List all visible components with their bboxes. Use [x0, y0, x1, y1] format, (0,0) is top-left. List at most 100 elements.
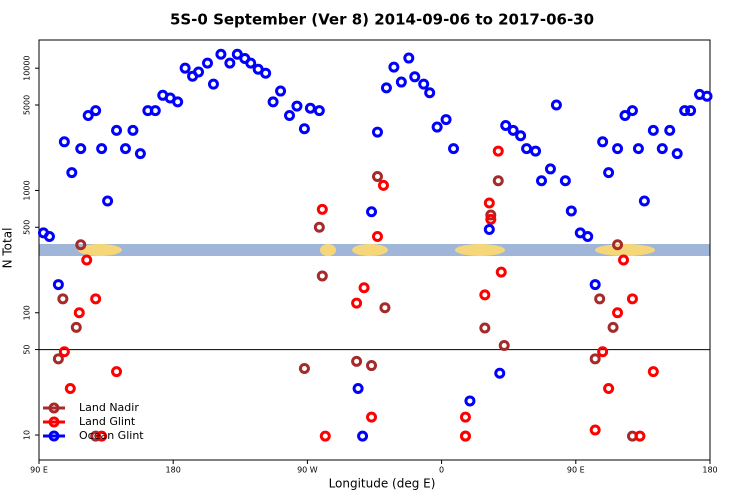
marker [492, 175, 504, 187]
marker [594, 293, 606, 305]
marker [82, 110, 94, 122]
marker [43, 231, 55, 243]
marker [313, 221, 325, 233]
x-tick-label: 90 E [30, 466, 48, 475]
marker [464, 395, 476, 407]
marker [671, 148, 683, 160]
marker [607, 321, 619, 333]
y-tick-label: 500 [23, 220, 32, 235]
marker [612, 239, 624, 251]
marker [634, 430, 646, 442]
y-tick-label: 50 [23, 344, 32, 354]
marker [612, 143, 624, 155]
marker [479, 322, 491, 334]
marker [291, 100, 303, 112]
marker [284, 110, 296, 122]
marker [75, 143, 87, 155]
marker [565, 205, 577, 217]
marker [507, 124, 519, 136]
x-axis-label: Longitude (deg E) [329, 477, 436, 491]
marker [245, 57, 257, 69]
marker [483, 223, 495, 235]
marker [483, 197, 495, 209]
x-tick-label: 180 [166, 466, 181, 475]
marker [90, 105, 102, 117]
marker [119, 143, 131, 155]
marker [179, 62, 191, 74]
marker [626, 105, 638, 117]
y-tick-label: 5000 [23, 95, 32, 115]
chart-title: 5S-0 September (Ver 8) 2014-09-06 to 201… [170, 11, 594, 29]
marker [656, 143, 668, 155]
marker [81, 254, 93, 266]
map-band [39, 244, 710, 256]
marker [515, 130, 527, 142]
x-tick-label: 90 W [297, 466, 318, 475]
x-tick-label: 90 E [567, 466, 585, 475]
marker [66, 167, 78, 179]
marker [550, 99, 562, 111]
marker [647, 366, 659, 378]
legend-marker [48, 402, 60, 414]
marker [90, 430, 102, 442]
marker [57, 293, 69, 305]
marker [172, 96, 184, 108]
legend-label: Land Nadir [79, 401, 139, 414]
marker [351, 355, 363, 367]
marker [260, 67, 272, 79]
marker [111, 124, 123, 136]
marker [366, 411, 378, 423]
legend-label: Land Glint [79, 415, 136, 428]
marker [215, 48, 227, 60]
marker [582, 231, 594, 243]
marker [448, 143, 460, 155]
marker [75, 239, 87, 251]
marker [485, 213, 497, 225]
marker [544, 163, 556, 175]
marker [479, 289, 491, 301]
marker [267, 96, 279, 108]
marker [395, 76, 407, 88]
marker [313, 105, 325, 117]
marker [224, 57, 236, 69]
marker [357, 430, 369, 442]
marker [366, 360, 378, 372]
marker [440, 114, 452, 126]
marker [619, 110, 631, 122]
marker [647, 124, 659, 136]
marker [495, 266, 507, 278]
marker [377, 179, 389, 191]
y-tick-label: 10 [23, 430, 32, 440]
marker [494, 367, 506, 379]
marker [275, 85, 287, 97]
marker [96, 143, 108, 155]
marker [403, 52, 415, 64]
marker [316, 203, 328, 215]
y-tick-label: 10000 [23, 55, 32, 80]
marker [589, 353, 601, 365]
marker [603, 383, 615, 395]
marker [201, 57, 213, 69]
marker [298, 123, 310, 135]
x-tick-label: 0 [439, 466, 444, 475]
marker [352, 383, 364, 395]
marker [492, 145, 504, 157]
marker [597, 346, 609, 358]
marker [485, 209, 497, 221]
marker [358, 282, 370, 294]
marker [701, 90, 713, 102]
y-tick-label: 100 [23, 305, 32, 320]
marker [638, 195, 650, 207]
marker [559, 175, 571, 187]
marker [380, 82, 392, 94]
marker [134, 148, 146, 160]
marker [371, 126, 383, 138]
marker [618, 254, 630, 266]
marker [207, 78, 219, 90]
y-axis-label: N Total [1, 228, 15, 269]
marker [149, 105, 161, 117]
marker [351, 297, 363, 309]
legend-label: Ocean Glint [79, 429, 144, 442]
marker [589, 279, 601, 291]
